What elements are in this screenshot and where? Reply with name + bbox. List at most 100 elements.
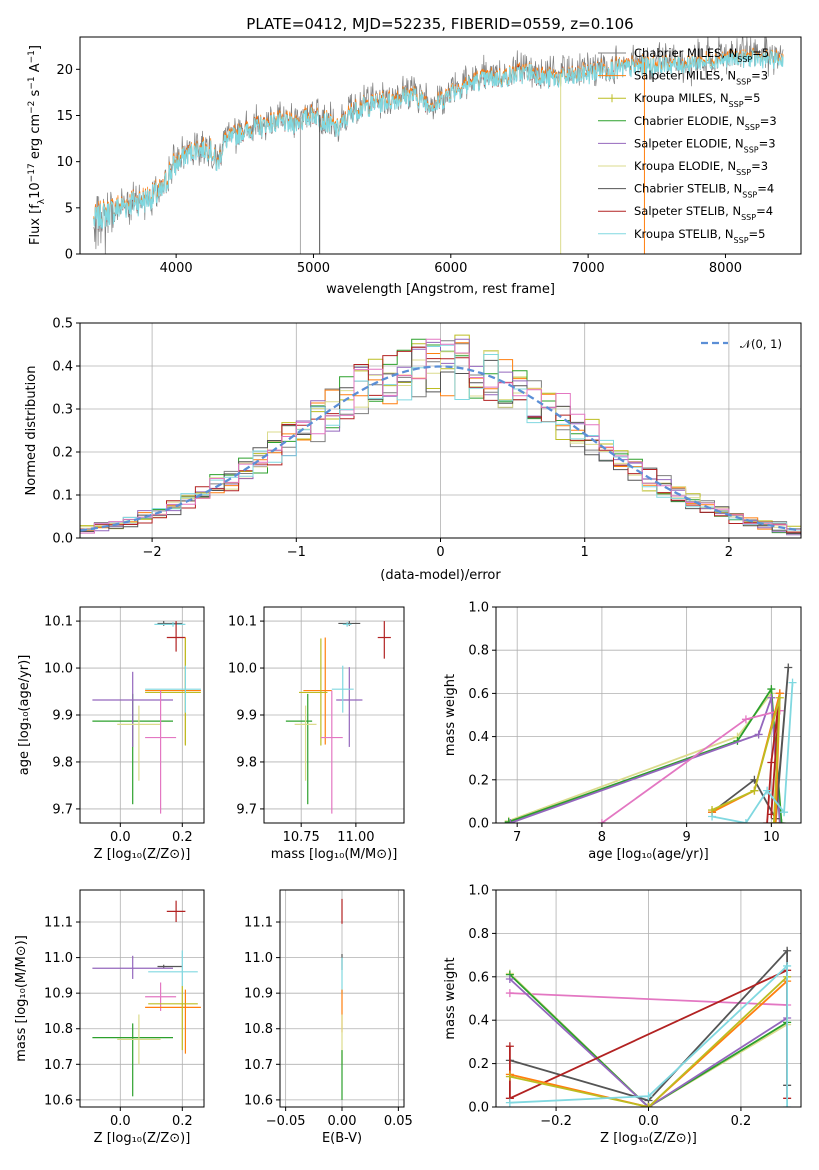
legend-sub: SSP [741,213,756,222]
x-tick-label: 8 [598,830,606,845]
y-axis-label: Flux [fλ10−17 erg cm−2 s−1 A−1] [27,45,47,245]
legend-sub: SSP [734,235,749,244]
error-bar-point [148,950,198,987]
legend-entry: Kroupa ELODIE, NSSP=3 [634,159,768,177]
error-bar-point [303,637,332,745]
weight-series-line [509,980,788,1107]
weight-series-line [711,697,781,823]
weight-point-marker [771,819,780,823]
weight-point-marker [783,961,792,970]
y-tick-label: 1.0 [468,884,489,899]
weight-point-marker [750,786,759,795]
x-tick-label: 0.0 [110,830,131,845]
y-tick-label: 10.6 [44,1093,73,1108]
weight-point-marker [754,730,763,739]
x-tick-label: 6000 [434,261,467,276]
weight-point-marker [644,1092,653,1101]
x-tick-label: −1 [287,545,306,560]
y-axis-label-part: ] [28,45,43,50]
weight-series-line [509,992,788,1006]
error-bar-point [145,982,177,1011]
y-axis-label-part: Flux [f [28,204,43,245]
y-axis-label: mass [log₁₀(M/M⊙)] [14,935,29,1062]
weight-series-line [509,976,788,1107]
legend-suffix: =4 [756,204,773,218]
y-tick-label: 0.0 [468,1101,489,1116]
x-tick-label: 2 [725,545,733,560]
axes-frame [79,889,205,1108]
y-tick-label: 5 [65,201,73,216]
y-tick-label: 10.9 [44,987,73,1002]
model-spectrum-line [93,47,784,228]
y-tick-label: 10 [56,155,73,170]
error-bar-point [92,955,173,979]
y-tick-label: 15 [56,109,73,124]
y-axis-label-part: s [28,89,43,100]
legend-label: Chabrier MILES, N [634,46,737,60]
error-bar-point [145,989,201,1054]
legend-entry: Salpeter ELODIE, NSSP=3 [634,136,776,154]
histogram-series [80,344,801,531]
weight-series-line [509,978,788,1107]
x-tick-label: 7 [513,830,521,845]
legend-label: Kroupa ELODIE, N [634,159,736,173]
y-tick-label: 0.4 [468,730,489,745]
axes-frame [79,36,802,255]
x-tick-label: −2 [143,545,162,560]
y-tick-label: 9.9 [52,709,73,724]
axes-frame [495,606,802,824]
y-tick-label: 11.0 [44,951,73,966]
plot-area [504,663,797,823]
y-tick-label: 0.6 [468,970,489,985]
x-axis-label: Z [log₁₀(Z/Z⊙)] [94,847,191,862]
error-bar-point [320,690,343,814]
x-tick-label: 10 [763,830,780,845]
error-bar-point [117,705,161,781]
y-tick-label: 0.5 [52,317,73,332]
legend-sub: SSP [737,55,752,64]
weight-point-marker [783,946,792,955]
histogram-series [80,338,801,534]
weight-point-marker [597,819,606,823]
y-tick-label: 0.2 [468,773,489,788]
x-tick-label: 0.05 [384,1114,413,1129]
x-axis-label: E(B-V) [322,1131,362,1146]
error-bar-point [166,621,186,652]
y-axis-label: mass weight [443,674,458,756]
y-tick-label: 10.7 [44,1058,73,1073]
x-axis-label: Z [log₁₀(Z/Z⊙)] [94,1131,191,1146]
y-axis-label: age [log₁₀(age/yr)] [17,655,32,776]
y-tick-label: 10.7 [244,1058,273,1073]
legend-sub: SSP [736,168,751,177]
mass-vs-extinction-panel: −0.05 0.00 0.05 10.6 10.7 10.8 10.9 11.0 11.1 E(B… [244,889,413,1146]
error-bar-point [148,986,198,1051]
y-tick-label: 0.1 [52,489,73,504]
legend-suffix: =3 [751,69,768,83]
spectrum-panel: 4000 5000 6000 7000 8000 0 5 10 15 20 wavelength [… [27,36,802,297]
y-axis-label-part: 10 [28,182,43,199]
legend-label: Chabrier STELIB, N [634,182,742,196]
legend-sub: SSP [744,145,759,154]
age-vs-mass-panel: 10.75 11.00 9.7 9.8 9.9 10.0 10.1 mass [log₁₀(M… [228,606,405,862]
y-tick-label: 0.3 [52,403,73,418]
error-bar-point [336,667,363,747]
y-tick-label: 0.4 [52,360,73,375]
y-axis-label-part: −2 [27,101,37,114]
weight-series-line [509,963,788,1107]
y-axis-label-part: λ [37,198,47,204]
weight-point-marker [784,663,793,672]
y-tick-label: 10.0 [228,662,257,677]
weight-point-marker [767,693,776,702]
y-axis-label: mass weight [443,957,458,1039]
legend-suffix: =3 [759,136,776,150]
legend-entry: Kroupa MILES, NSSP=5 [634,91,760,109]
y-tick-label: 0.0 [468,817,489,832]
legend-entry: Chabrier STELIB, NSSP=4 [634,182,774,200]
y-tick-label: 0.8 [468,644,489,659]
weight-point-marker [505,974,514,983]
weight-point-marker [780,808,789,817]
weight-point-marker [708,812,717,821]
mass-vs-metallicity-panel: 0.0 0.2 10.6 10.7 10.8 10.9 11.0 11.1 Z [log₁₀(Z… [14,889,205,1146]
x-tick-label: 5000 [297,261,330,276]
